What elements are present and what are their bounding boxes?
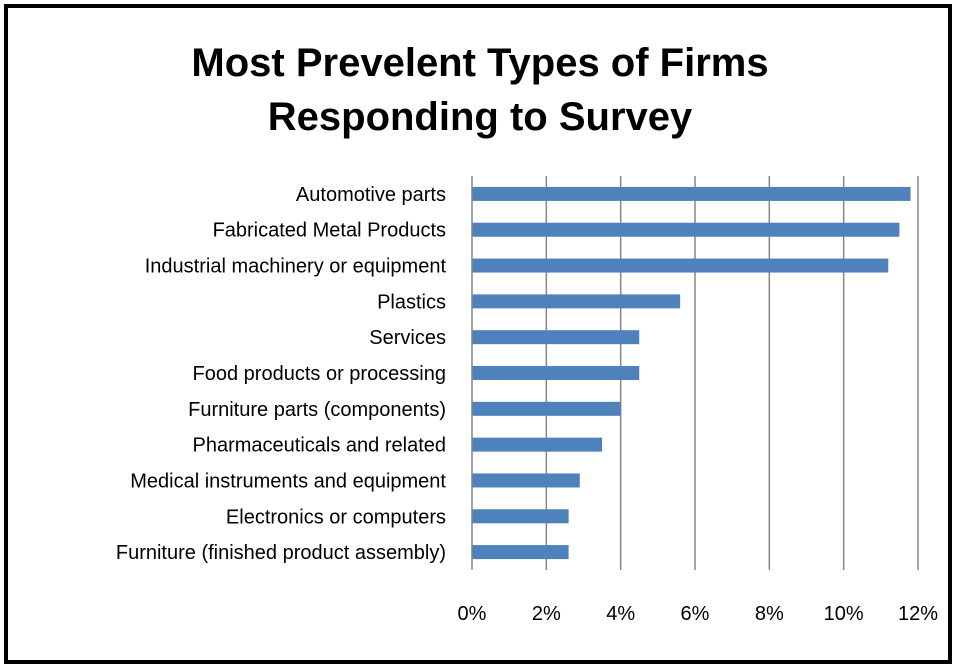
category-label: Industrial machinery or equipment xyxy=(145,256,447,278)
category-label: Medical instruments and equipment xyxy=(130,470,446,492)
x-tick-label: 8% xyxy=(755,603,784,625)
bar xyxy=(472,186,911,201)
category-label: Food products or processing xyxy=(193,363,446,385)
x-tick-label: 10% xyxy=(824,603,864,625)
bar xyxy=(472,330,640,345)
bar xyxy=(472,509,569,524)
chart-title-line-2: Responding to Survey xyxy=(267,95,693,139)
bar xyxy=(472,366,640,380)
x-tick-label: 2% xyxy=(532,603,561,625)
bar xyxy=(472,437,603,452)
category-labels: Automotive parts Fabricated Metal Product… xyxy=(116,184,447,564)
x-tick-label: 4% xyxy=(606,603,635,625)
bars xyxy=(472,186,911,560)
bar xyxy=(472,545,569,560)
bar xyxy=(472,473,580,488)
category-label: Fabricated Metal Products xyxy=(213,220,446,242)
category-label: Plastics xyxy=(377,291,446,313)
chart-title: Most Prevelent Types of Firms Responding… xyxy=(0,36,960,144)
x-tick-label: 6% xyxy=(681,603,710,625)
x-tick-label: 0% xyxy=(458,603,487,625)
category-label: Furniture parts (components) xyxy=(188,399,446,421)
chart-title-line-1: Most Prevelent Types of Firms xyxy=(191,41,769,85)
category-label: Electronics or computers xyxy=(226,506,446,528)
bar xyxy=(472,401,621,416)
x-tick-labels: 0% 2% 4% 6% 8% 10% 12% xyxy=(458,603,939,625)
category-label: Services xyxy=(369,327,446,349)
bar xyxy=(472,222,900,237)
category-label: Furniture (finished product assembly) xyxy=(116,542,446,564)
bar xyxy=(472,258,889,273)
category-label: Pharmaceuticals and related xyxy=(193,435,446,457)
x-tick-label: 12% xyxy=(898,603,938,625)
category-label: Automotive parts xyxy=(296,184,446,206)
bar xyxy=(472,294,681,309)
